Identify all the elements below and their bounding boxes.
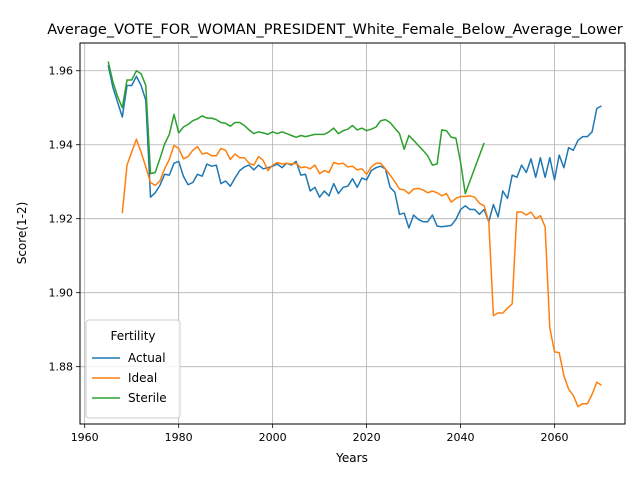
grid [80,43,625,424]
x-tick-label: 2060 [541,431,569,444]
plot-frame [79,42,626,425]
y-tick-label: 1.90 [49,287,74,300]
x-tick-label: 2000 [259,431,287,444]
x-axis-ticks: 1960 1980 2000 2020 2040 2060 [71,424,569,444]
legend-label-ideal: Ideal [128,371,157,385]
y-tick-label: 1.96 [49,65,74,78]
series-layer [107,61,602,408]
chart-title: Average_VOTE_FOR_WOMAN_PRESIDENT_White_F… [47,22,622,38]
y-axis-ticks: 1.88 1.90 1.92 1.94 1.96 [49,65,80,374]
y-axis-label: Score(1-2) [15,202,29,265]
y-tick-label: 1.88 [49,361,74,374]
series-line-sterile [107,61,485,195]
legend-label-actual: Actual [128,351,166,365]
legend-title: Fertility [110,329,155,343]
x-tick-label: 1960 [71,431,99,444]
y-tick-label: 1.92 [49,213,74,226]
x-tick-label: 2040 [447,431,475,444]
legend: Fertility Actual Ideal Sterile [85,319,181,419]
x-tick-label: 1980 [165,431,193,444]
legend-box [85,319,181,419]
legend-label-sterile: Sterile [128,391,167,405]
y-tick-label: 1.94 [49,139,74,152]
series-line-actual [107,65,602,229]
x-tick-label: 2020 [353,431,381,444]
series-line-ideal [121,138,602,408]
x-axis-label: Years [335,451,368,465]
